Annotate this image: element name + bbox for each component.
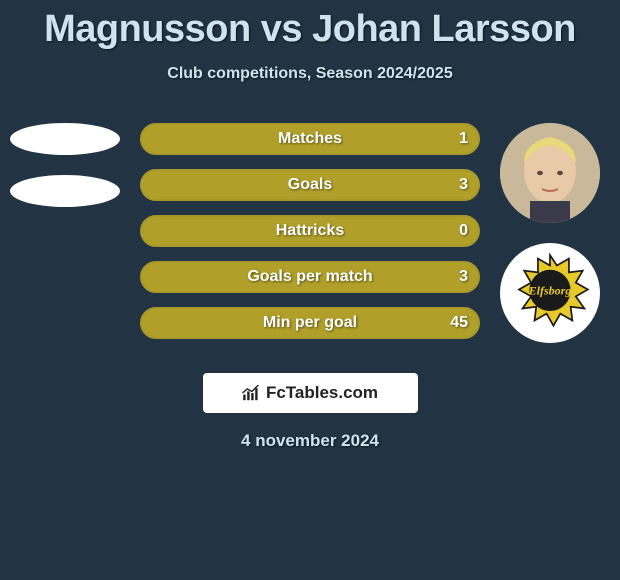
bar-value-right: 3 (459, 268, 468, 286)
bar-goals: Goals 3 (140, 169, 480, 201)
player-left-column (10, 123, 120, 207)
player-right-club-logo: Elfsborg (500, 243, 600, 343)
bar-value-right: 45 (450, 314, 468, 332)
avatar-placeholder-icon (500, 123, 600, 223)
bar-label: Goals (288, 176, 332, 194)
bar-min-per-goal: Min per goal 45 (140, 307, 480, 339)
bar-matches: Matches 1 (140, 123, 480, 155)
bar-value-right: 0 (459, 222, 468, 240)
bar-value-right: 1 (459, 130, 468, 148)
bar-hattricks: Hattricks 0 (140, 215, 480, 247)
brand-chart-icon (242, 385, 262, 401)
club-logo-icon: Elfsborg (507, 250, 593, 336)
stat-bars: Matches 1 Goals 3 Hattricks 0 Goals per … (140, 123, 480, 353)
page-title: Magnusson vs Johan Larsson (0, 8, 620, 51)
bar-label: Matches (278, 130, 342, 148)
brand-text: FcTables.com (266, 383, 378, 403)
brand-box[interactable]: FcTables.com (203, 373, 418, 413)
stats-area: Matches 1 Goals 3 Hattricks 0 Goals per … (0, 123, 620, 363)
bar-goals-per-match: Goals per match 3 (140, 261, 480, 293)
player-left-logo-placeholder (10, 175, 120, 207)
subtitle: Club competitions, Season 2024/2025 (0, 65, 620, 83)
bar-value-right: 3 (459, 176, 468, 194)
svg-text:Elfsborg: Elfsborg (528, 284, 572, 298)
bar-label: Hattricks (276, 222, 344, 240)
player-right-column: Elfsborg (500, 123, 600, 343)
main-card: Magnusson vs Johan Larsson Club competit… (0, 0, 620, 451)
player-right-avatar (500, 123, 600, 223)
bar-label: Min per goal (263, 314, 357, 332)
bar-label: Goals per match (247, 268, 372, 286)
date-text: 4 november 2024 (0, 431, 620, 451)
player-left-avatar-placeholder (10, 123, 120, 155)
